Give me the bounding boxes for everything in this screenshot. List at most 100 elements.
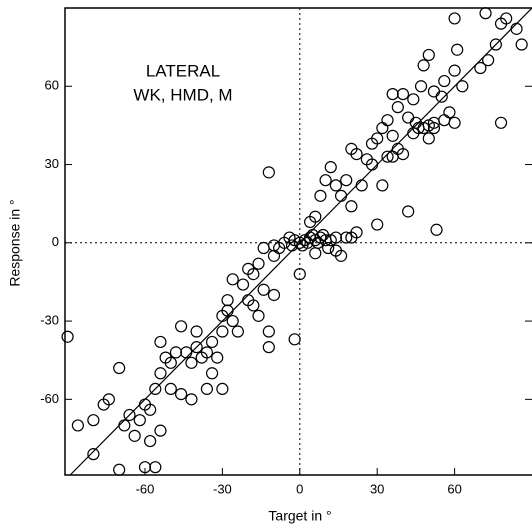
point: [324, 234, 337, 247]
point: [329, 179, 343, 192]
point: [252, 257, 265, 270]
point: [216, 382, 229, 396]
point: [386, 129, 399, 142]
point: [345, 231, 358, 244]
point: [211, 351, 224, 364]
point: [190, 325, 203, 338]
x-tick-label: 60: [447, 481, 461, 496]
point: [262, 325, 275, 338]
point: [185, 356, 198, 369]
point: [371, 218, 384, 231]
point: [456, 80, 469, 93]
point: [451, 43, 464, 56]
point: [154, 367, 167, 380]
point: [314, 189, 327, 202]
point: [479, 7, 492, 20]
point: [133, 414, 146, 427]
point: [402, 111, 415, 124]
point: [113, 361, 126, 375]
point: [267, 249, 281, 262]
point: [138, 398, 152, 411]
point: [288, 333, 301, 346]
point: [216, 325, 229, 338]
point: [231, 325, 244, 338]
point: [427, 121, 441, 135]
point: [267, 288, 281, 302]
point: [236, 278, 250, 291]
point: [438, 74, 451, 88]
point: [334, 249, 348, 262]
point: [381, 150, 394, 163]
point: [355, 179, 368, 192]
point: [257, 241, 270, 255]
point: [87, 448, 100, 461]
point: [365, 158, 379, 171]
point: [396, 148, 410, 161]
point: [144, 434, 157, 448]
point: [200, 382, 214, 396]
point: [386, 87, 399, 101]
annotation: LATERAL: [146, 61, 220, 80]
point: [190, 341, 203, 354]
point: [221, 294, 234, 307]
point: [414, 80, 428, 93]
x-axis-label: Target in °: [268, 508, 331, 524]
point: [293, 268, 306, 281]
point: [515, 38, 528, 51]
identity-line: [69, 7, 532, 476]
point: [123, 408, 136, 422]
point: [226, 314, 239, 328]
point: [285, 239, 299, 252]
point: [252, 309, 265, 322]
point: [205, 367, 219, 380]
point: [376, 179, 389, 192]
point: [334, 189, 348, 202]
point: [494, 116, 508, 129]
point: [482, 54, 495, 67]
point: [438, 114, 451, 127]
point: [376, 121, 389, 135]
point: [159, 351, 172, 364]
point: [430, 223, 443, 236]
point: [322, 241, 335, 255]
point: [185, 393, 198, 406]
point: [422, 48, 435, 62]
point: [195, 351, 208, 364]
y-tick-label: -30: [40, 313, 59, 328]
point: [391, 101, 404, 114]
point: [443, 106, 456, 119]
point: [510, 22, 523, 35]
point: [381, 114, 394, 127]
point: [407, 93, 420, 106]
x-tick-label: 0: [296, 481, 303, 496]
point: [412, 121, 425, 135]
point: [149, 382, 162, 396]
point: [226, 273, 239, 286]
point: [262, 166, 275, 179]
point: [262, 341, 275, 354]
point: [474, 61, 487, 75]
frame: [64, 7, 532, 476]
point: [216, 309, 229, 322]
point: [154, 424, 167, 437]
point: [396, 87, 410, 101]
point: [247, 299, 260, 312]
point: [304, 215, 317, 229]
point: [448, 116, 461, 129]
y-tick-label: 0: [52, 234, 59, 249]
point: [402, 205, 415, 218]
y-tick-label: 60: [45, 78, 59, 93]
point: [164, 382, 177, 396]
point: [435, 90, 448, 103]
annotation: WK, HMD, M: [133, 85, 232, 104]
point: [427, 85, 441, 98]
point: [154, 335, 167, 349]
point: [128, 429, 141, 442]
point: [340, 231, 353, 244]
x-tick-label: -60: [136, 481, 155, 496]
point: [489, 38, 502, 51]
point: [296, 239, 309, 252]
point: [118, 419, 131, 432]
point: [365, 137, 379, 150]
